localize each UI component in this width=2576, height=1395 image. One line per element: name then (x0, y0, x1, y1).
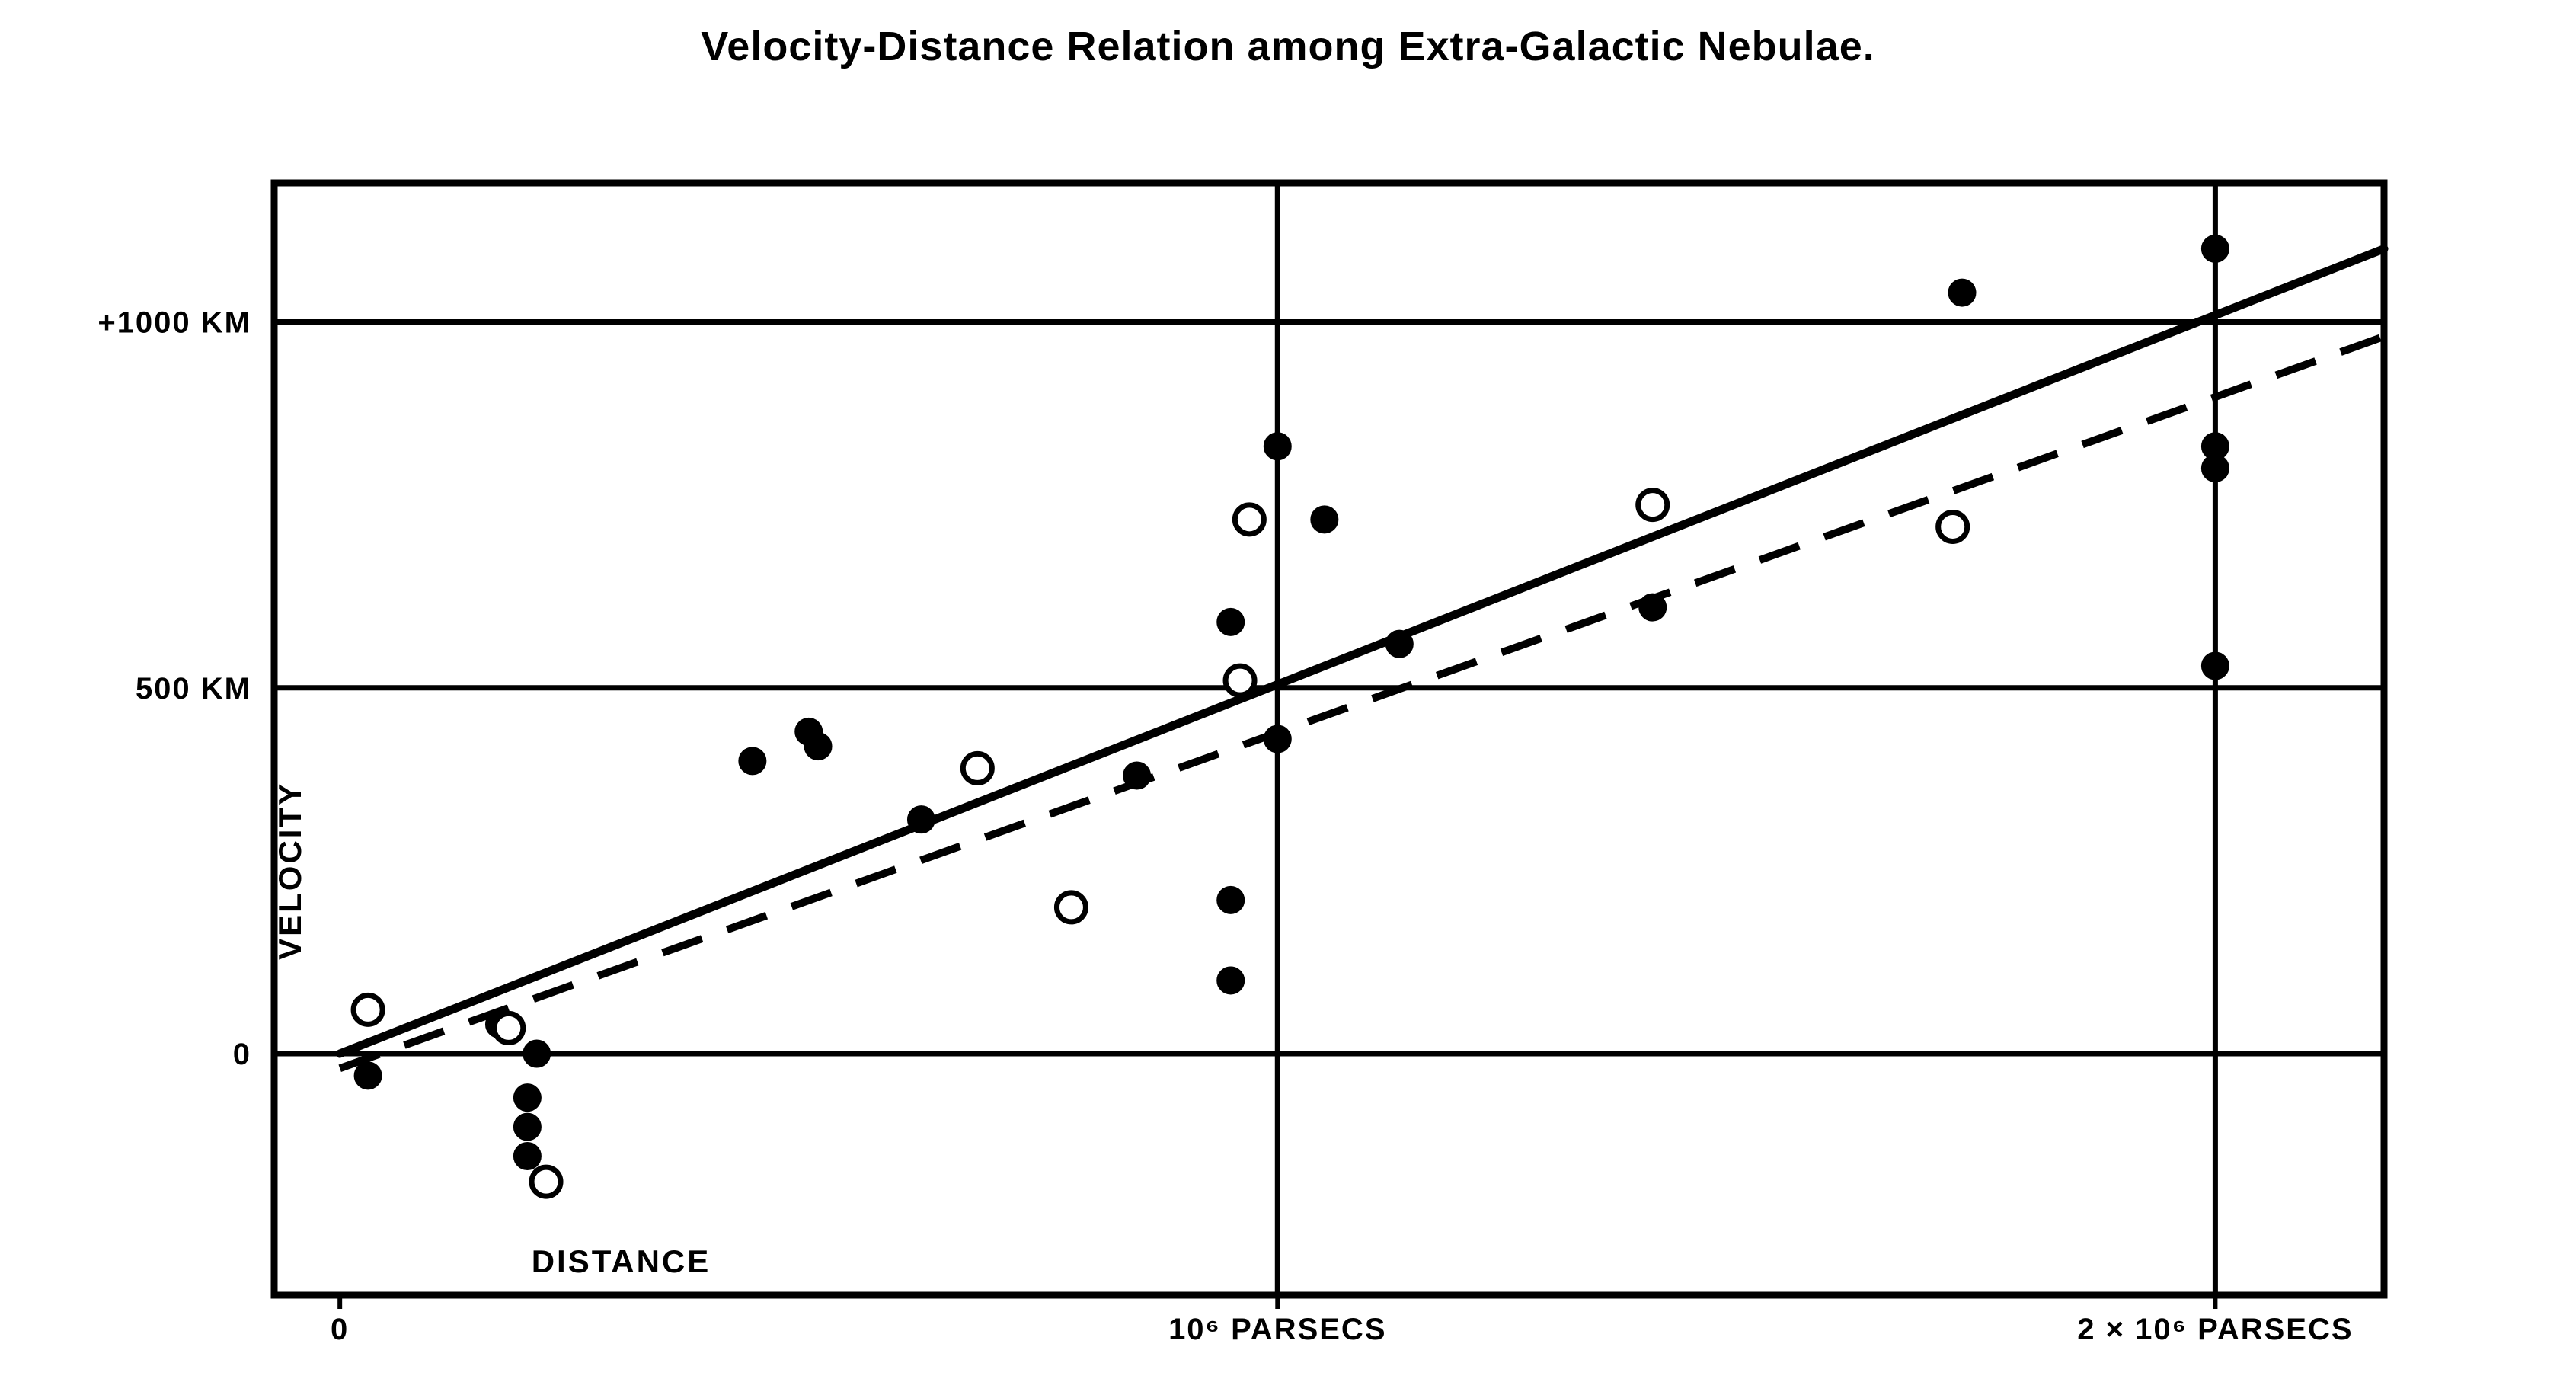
data-point-open (963, 753, 992, 782)
data-point-filled (2201, 455, 2229, 482)
y-axis-label: VELOCITY (272, 782, 308, 960)
data-point-open (1235, 505, 1264, 534)
data-point-filled (1217, 886, 1245, 913)
data-point-filled (1948, 279, 1976, 306)
data-point-filled (739, 747, 766, 775)
data-point-open (1056, 893, 1085, 922)
data-point-filled (523, 1040, 551, 1067)
chart-svg: 0 500 KM +1000 KM 0 10⁶ PARSECS 2 × 10⁶ PARSE… (76, 160, 2430, 1387)
data-point-filled (1264, 725, 1291, 753)
data-point-filled (1264, 433, 1291, 460)
data-point-filled (1217, 608, 1245, 635)
data-point-filled (804, 733, 832, 760)
y-tick-label: 0 (233, 1038, 251, 1071)
data-point-filled (1217, 967, 1245, 994)
data-point-filled (1639, 594, 1667, 621)
trend-line-dashed (340, 337, 2384, 1069)
x-tick-label: 0 (331, 1313, 349, 1346)
page: Velocity-Distance Relation among Extra-G… (0, 0, 2576, 1395)
x-tick-label: 2 × 10⁶ PARSECS (2077, 1313, 2353, 1346)
data-point-open (532, 1167, 561, 1196)
y-tick-label: +1000 KM (97, 306, 251, 340)
velocity-distance-chart: 0 500 KM +1000 KM 0 10⁶ PARSECS 2 × 10⁶ PARSE… (76, 160, 2430, 1387)
data-point-open (494, 1013, 523, 1042)
data-point-filled (1123, 762, 1151, 789)
data-point-open (353, 995, 382, 1024)
data-point-open (1938, 512, 1967, 541)
x-axis-label: DISTANCE (532, 1243, 711, 1279)
chart-title: Velocity-Distance Relation among Extra-G… (0, 23, 2576, 70)
data-point-filled (2201, 235, 2229, 262)
data-point-filled (513, 1143, 541, 1170)
y-tick-label: 500 KM (136, 672, 251, 705)
data-point-filled (907, 806, 935, 833)
data-point-open (1226, 666, 1254, 695)
data-point-filled (1385, 630, 1413, 658)
data-point-filled (1311, 506, 1338, 533)
trend-line-solid (340, 248, 2384, 1054)
x-tick-label: 10⁶ PARSECS (1168, 1313, 1386, 1346)
data-point-filled (2201, 652, 2229, 680)
plot-frame (274, 183, 2384, 1295)
data-point-filled (513, 1084, 541, 1112)
data-point-open (1638, 491, 1667, 520)
data-point-filled (354, 1062, 382, 1089)
data-point-filled (513, 1113, 541, 1141)
